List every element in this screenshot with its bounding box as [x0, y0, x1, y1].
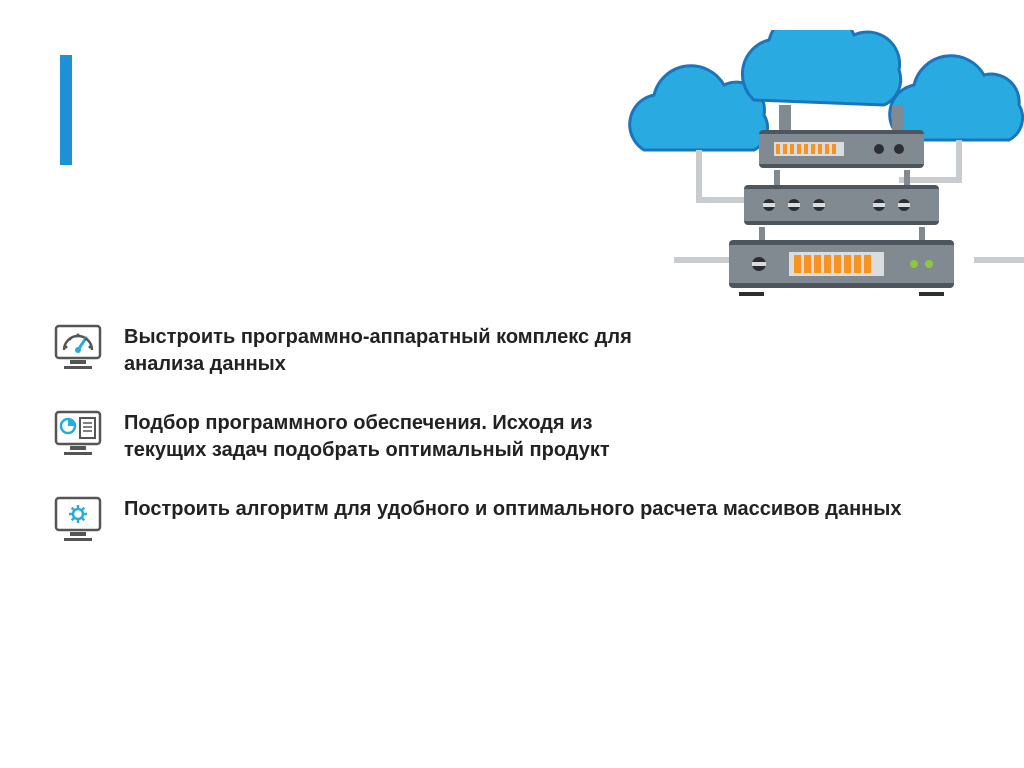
- server-cloud-illustration: [624, 30, 1024, 310]
- chart-monitor-icon: [50, 406, 106, 462]
- list-item-text: Подбор программного обеспечения. Исходя …: [124, 406, 644, 464]
- list-item-text: Построить алгоритм для удобного и оптима…: [124, 492, 901, 523]
- list-item: Построить алгоритм для удобного и оптима…: [50, 492, 950, 548]
- list-item: Выстроить программно-аппаратный комплекс…: [50, 320, 950, 378]
- accent-bar: [60, 55, 72, 165]
- gear-monitor-icon: [50, 492, 106, 548]
- list-item-text: Выстроить программно-аппаратный комплекс…: [124, 320, 644, 378]
- list-item: Подбор программного обеспечения. Исходя …: [50, 406, 950, 464]
- gauge-monitor-icon: [50, 320, 106, 376]
- feature-list: Выстроить программно-аппаратный комплекс…: [50, 320, 950, 576]
